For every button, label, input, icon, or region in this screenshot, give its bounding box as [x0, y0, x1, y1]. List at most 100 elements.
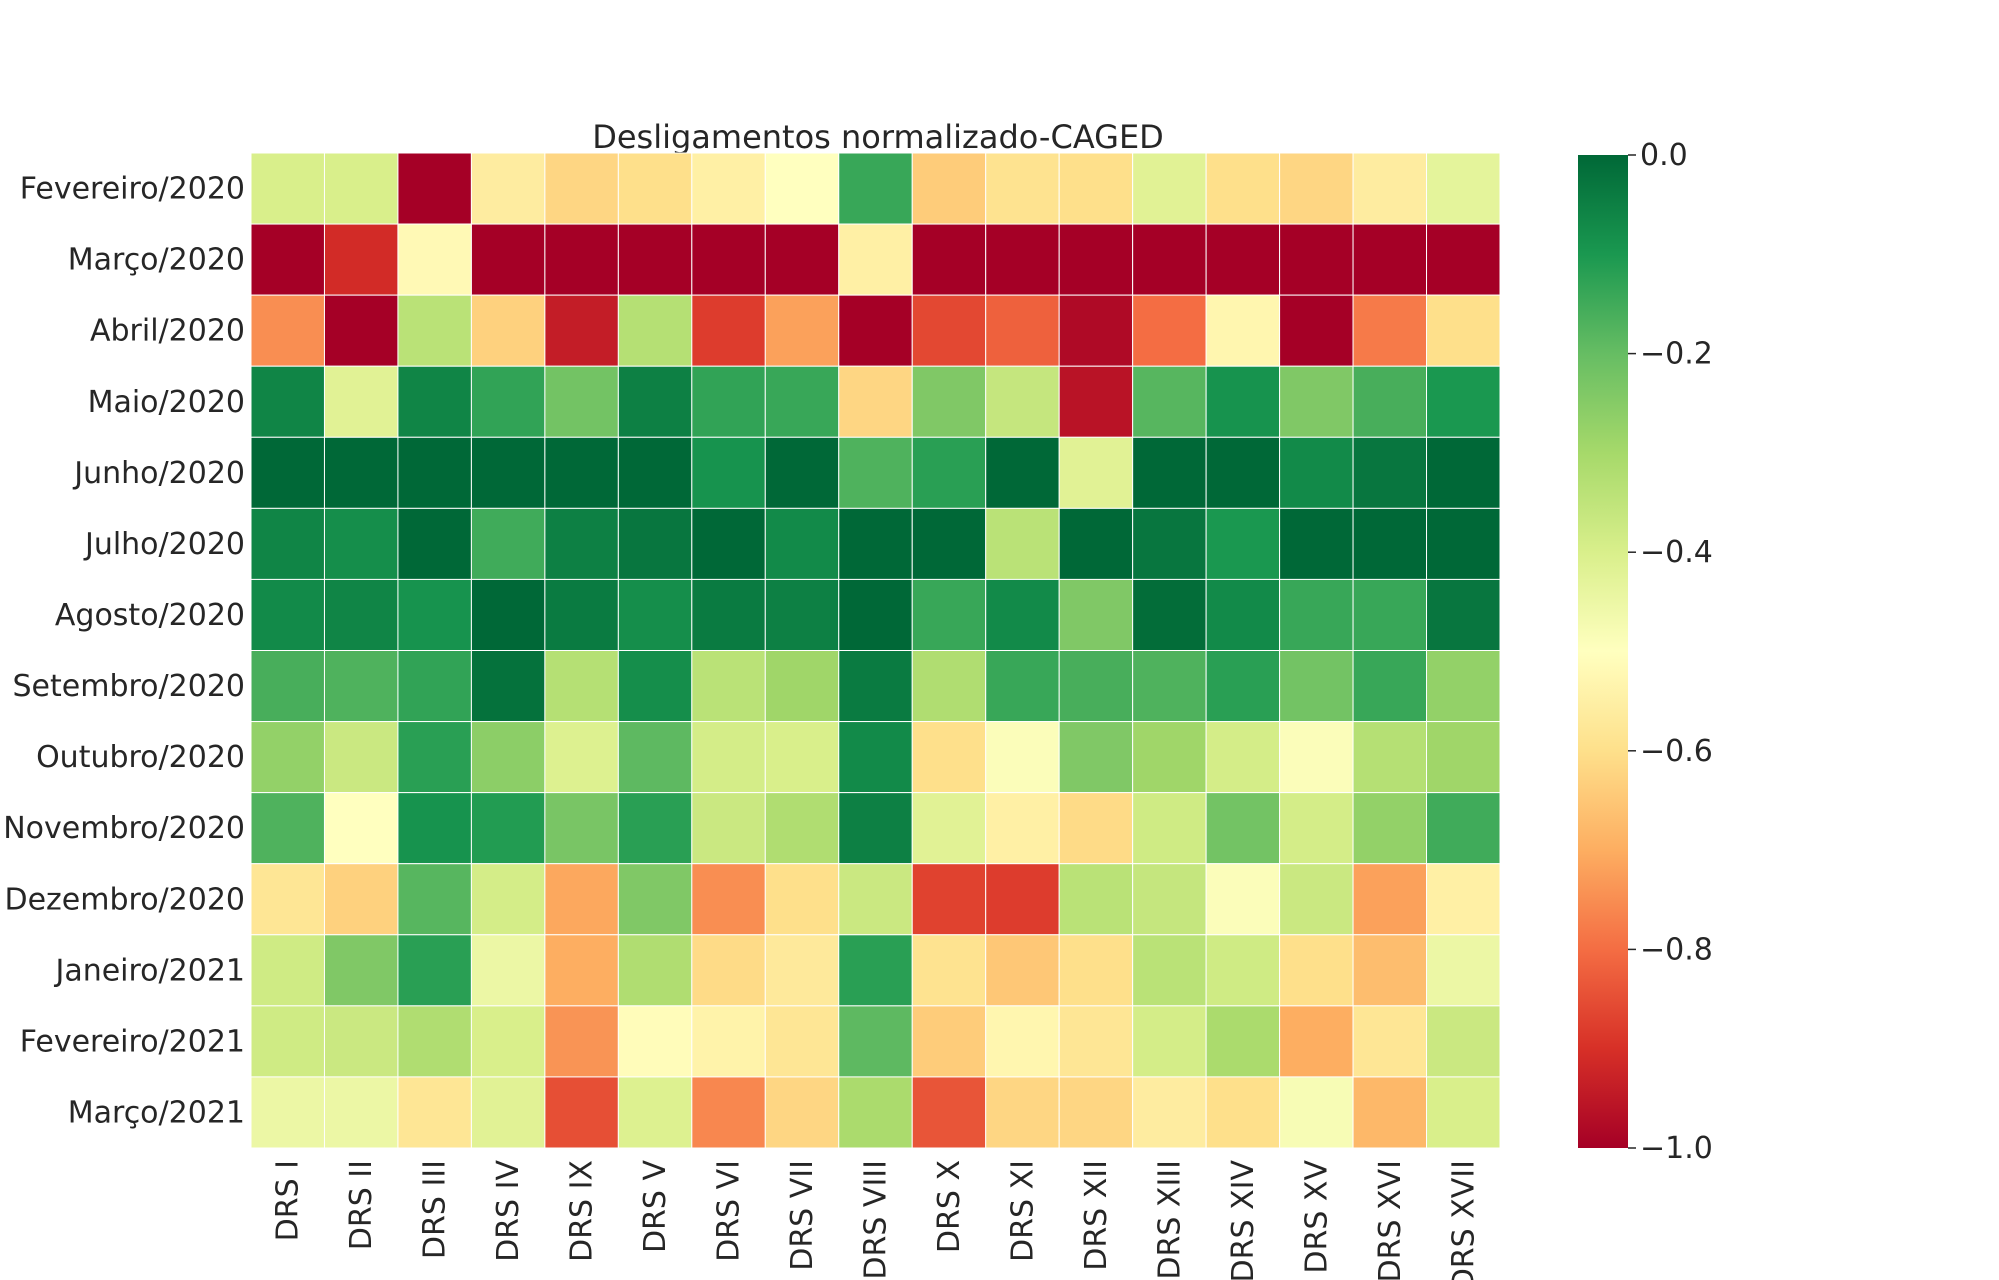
heatmap-cell: [1058, 294, 1134, 367]
column-label: DRS VIII: [859, 1160, 894, 1280]
heatmap-cell: [838, 650, 913, 723]
heatmap-cell: [250, 152, 325, 225]
heatmap-cell: [838, 294, 913, 367]
heatmap-cells: [250, 152, 1501, 1149]
heatmap-cell: [1279, 365, 1354, 438]
heatmap-cell: [323, 578, 399, 651]
heatmap-cell: [617, 578, 693, 651]
heatmap-cell: [617, 507, 693, 580]
heatmap-cell: [470, 294, 546, 367]
heatmap-cell: [764, 1076, 840, 1149]
heatmap-cell: [691, 863, 766, 936]
heatmap-cell: [1426, 792, 1501, 865]
heatmap-cell: [1279, 507, 1354, 580]
heatmap-cell: [1352, 152, 1428, 225]
heatmap-cell: [1426, 721, 1501, 794]
heatmap-cell: [1058, 650, 1134, 723]
column-label: DRS XII: [1079, 1160, 1114, 1271]
heatmap-cell: [838, 721, 913, 794]
colorbar: [1578, 155, 1628, 1148]
heatmap-cell: [1426, 507, 1501, 580]
heatmap-cell: [323, 721, 399, 794]
heatmap-cell: [985, 152, 1060, 225]
heatmap-cell: [1132, 507, 1207, 580]
heatmap-cell: [250, 792, 325, 865]
heatmap-cell: [1058, 934, 1134, 1007]
heatmap-cell: [617, 721, 693, 794]
heatmap-cell: [764, 436, 840, 509]
heatmap-cell: [470, 863, 546, 936]
heatmap-cell: [1058, 436, 1134, 509]
heatmap-cell: [691, 365, 766, 438]
heatmap-cell: [544, 1005, 619, 1078]
heatmap-cell: [1058, 1005, 1134, 1078]
column-label: DRS VI: [712, 1160, 747, 1262]
heatmap-cell: [1279, 792, 1354, 865]
heatmap-cell: [397, 1076, 472, 1149]
heatmap-cell: [838, 152, 913, 225]
heatmap-cell: [617, 436, 693, 509]
heatmap-cell: [838, 1076, 913, 1149]
row-label: Outubro/2020: [36, 740, 245, 775]
heatmap-cell: [764, 721, 840, 794]
heatmap-cell: [1426, 1005, 1501, 1078]
heatmap-cell: [250, 863, 325, 936]
heatmap-cell: [470, 365, 546, 438]
heatmap-cell: [470, 721, 546, 794]
heatmap-cell: [1132, 1076, 1207, 1149]
heatmap-cell: [1058, 223, 1134, 296]
heatmap-cell: [1426, 365, 1501, 438]
heatmap-cell: [1132, 152, 1207, 225]
row-label: Fevereiro/2021: [20, 1024, 245, 1059]
heatmap-cell: [544, 721, 619, 794]
heatmap-cell: [1352, 1005, 1428, 1078]
column-label: DRS II: [344, 1160, 379, 1250]
heatmap-cell: [250, 934, 325, 1007]
heatmap-cell: [1352, 792, 1428, 865]
heatmap-cell: [544, 152, 619, 225]
heatmap-cell: [617, 1076, 693, 1149]
heatmap-cell: [838, 792, 913, 865]
heatmap-cell: [1205, 934, 1281, 1007]
heatmap-cell: [911, 152, 987, 225]
heatmap-cell: [1205, 436, 1281, 509]
heatmap-cell: [764, 578, 840, 651]
heatmap-cell: [911, 294, 987, 367]
heatmap-cell: [1058, 721, 1134, 794]
heatmap-cell: [397, 792, 472, 865]
heatmap-cell: [838, 365, 913, 438]
row-label: Fevereiro/2020: [20, 172, 245, 207]
heatmap-cell: [617, 792, 693, 865]
heatmap-cell: [1205, 1005, 1281, 1078]
row-label: Março/2020: [68, 243, 245, 278]
column-label: DRS I: [271, 1160, 306, 1241]
heatmap-cell: [1279, 152, 1354, 225]
heatmap-cell: [911, 934, 987, 1007]
heatmap-cell: [544, 365, 619, 438]
heatmap-cell: [1352, 721, 1428, 794]
column-label: DRS XVII: [1446, 1160, 1481, 1280]
row-label: Dezembro/2020: [4, 882, 245, 917]
heatmap-cell: [1426, 223, 1501, 296]
heatmap-cell: [838, 863, 913, 936]
heatmap-cell: [1352, 294, 1428, 367]
heatmap-cell: [250, 650, 325, 723]
heatmap-cell: [1132, 650, 1207, 723]
heatmap-cell: [1426, 294, 1501, 367]
heatmap-cell: [1352, 578, 1428, 651]
heatmap-cell: [1426, 152, 1501, 225]
column-label: DRS XI: [1005, 1160, 1040, 1262]
heatmap-cell: [397, 721, 472, 794]
heatmap-cell: [911, 578, 987, 651]
row-label: Março/2021: [68, 1095, 245, 1130]
heatmap-cell: [323, 223, 399, 296]
heatmap-cell: [691, 507, 766, 580]
heatmap-cell: [544, 792, 619, 865]
heatmap-cell: [985, 507, 1060, 580]
heatmap-cell: [397, 365, 472, 438]
heatmap-cell: [1426, 650, 1501, 723]
heatmap-cell: [1058, 365, 1134, 438]
heatmap-cell: [1132, 294, 1207, 367]
row-label: Agosto/2020: [55, 598, 245, 633]
heatmap-cell: [250, 223, 325, 296]
